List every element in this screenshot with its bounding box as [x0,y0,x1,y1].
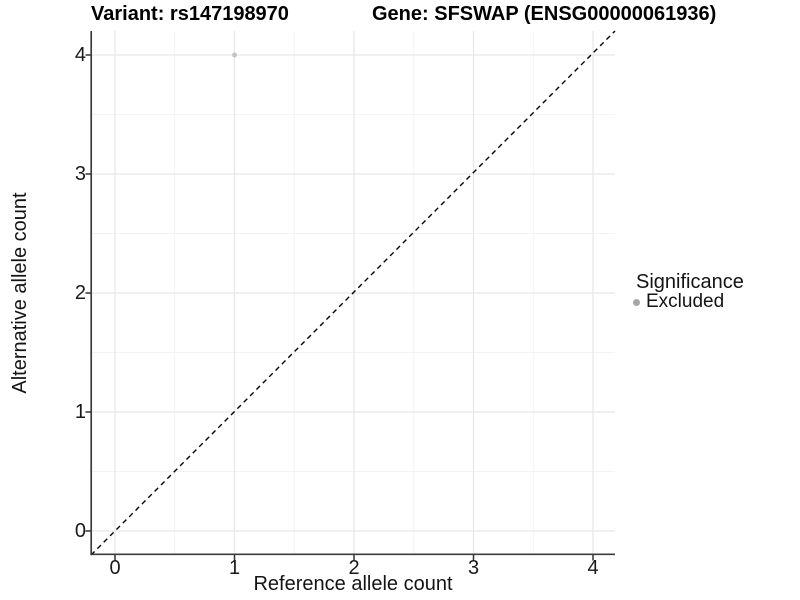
x-tick-label: 2 [348,557,360,579]
x-axis-ticks [114,555,594,561]
y-tick-label: 1 [74,401,86,423]
legend-item-label: Excluded [646,291,725,312]
x-tick-label: 3 [467,557,480,579]
y-tick-label: 0 [74,520,86,542]
y-tick-label: 4 [74,44,86,66]
legend-title: Significance [636,271,744,293]
data-point [232,52,237,58]
identity-reference-line [90,30,616,556]
axis-lines [90,31,615,556]
y-axis-title: Alternative allele count [9,192,31,394]
gene-title: Gene: SFSWAP (ENSG00000061936) [372,3,717,25]
x-tick-label: 4 [587,557,599,579]
variant-title: Variant: rs147198970 [91,3,289,25]
y-axis-ticks [85,54,91,532]
excluded-point-swatch-icon [633,298,640,306]
x-tick-label: 1 [228,557,241,579]
y-tick-label: 2 [74,282,86,304]
y-tick-label: 3 [74,163,86,185]
x-tick-label: 0 [109,557,121,579]
legend-item-excluded: Excluded [633,291,724,313]
x-axis-title: Reference allele count [253,573,453,595]
